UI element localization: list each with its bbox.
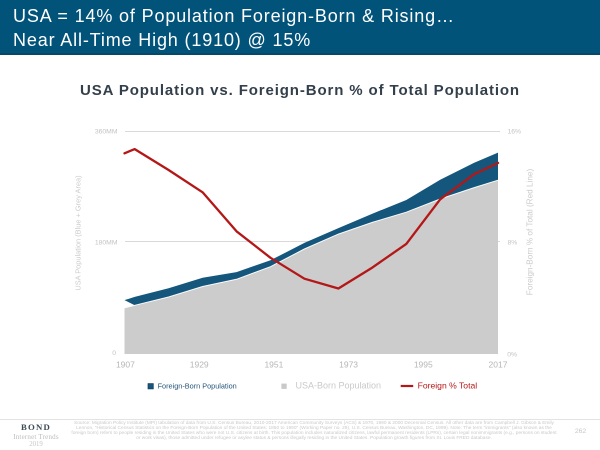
svg-text:Foreign-Born % of Total (Red L: Foreign-Born % of Total (Red Line): [526, 169, 535, 296]
svg-text:1907: 1907: [116, 360, 135, 370]
svg-text:180MM: 180MM: [95, 239, 118, 246]
svg-text:1929: 1929: [190, 360, 209, 370]
svg-text:360MM: 360MM: [95, 128, 118, 135]
svg-text:1973: 1973: [339, 360, 358, 370]
svg-text:Foreign % Total: Foreign % Total: [418, 381, 478, 391]
svg-text:2017: 2017: [489, 360, 508, 370]
svg-text:0%: 0%: [507, 352, 517, 359]
svg-text:1951: 1951: [264, 360, 283, 370]
svg-text:0: 0: [112, 350, 116, 357]
svg-text:8%: 8%: [508, 239, 518, 246]
svg-text:1995: 1995: [414, 360, 433, 370]
svg-text:USA Population (Blue + Grey Ar: USA Population (Blue + Grey Area): [74, 175, 83, 290]
svg-text:USA-Born Population: USA-Born Population: [296, 380, 382, 390]
svg-text:Foreign-Born Population: Foreign-Born Population: [158, 382, 237, 391]
svg-text:16%: 16%: [508, 128, 522, 135]
